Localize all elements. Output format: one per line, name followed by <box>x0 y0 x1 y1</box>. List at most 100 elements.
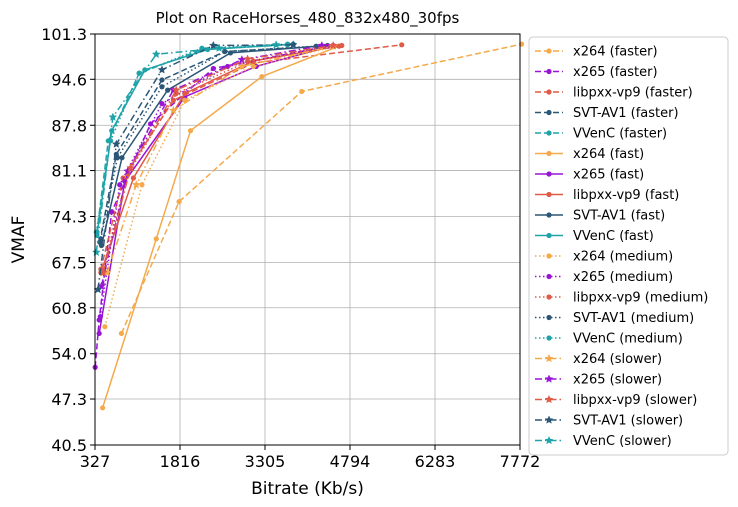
data-point <box>171 85 181 94</box>
data-point <box>299 88 305 95</box>
series-line <box>99 45 328 317</box>
legend-marker <box>546 89 552 95</box>
legend-item: SVT-AV1 (faster) <box>535 106 679 121</box>
legend-label: VVenC (fast) <box>573 229 654 244</box>
data-point <box>237 61 247 71</box>
data-point <box>111 139 121 148</box>
legend-label: libpxx-vp9 (slower) <box>573 393 697 408</box>
legend: x264 (faster) x265 (faster) libpxx-vp9 (fa… <box>528 36 729 456</box>
data-point <box>165 87 171 93</box>
data-point <box>250 63 256 70</box>
legend-marker <box>544 353 554 363</box>
legend-label: SVT-AV1 (slower) <box>573 414 683 429</box>
data-point <box>96 330 102 337</box>
data-point <box>271 40 281 49</box>
legend-label: x264 (slower) <box>573 352 662 367</box>
series-line <box>101 45 340 273</box>
chart-title: Plot on RaceHorses_480_832x480_30fps <box>156 9 460 28</box>
data-point <box>399 42 405 48</box>
axis-ticks: 327 1816 3305 4794 6283 7772 40.5 47.3 54.0 60.8 6… <box>41 25 540 471</box>
legend-marker <box>546 273 552 280</box>
data-point <box>328 40 338 50</box>
series-x265-faster <box>92 43 331 370</box>
series-line <box>120 43 522 334</box>
legend-item: SVT-AV1 (fast) <box>535 209 665 224</box>
series-x264-fast <box>99 43 342 411</box>
legend-item: x264 (slower) <box>535 352 662 367</box>
y-tick-label: 101.3 <box>41 25 87 44</box>
data-point <box>98 236 104 242</box>
series-line <box>96 44 288 233</box>
data-point <box>91 247 101 257</box>
legend-marker <box>546 48 552 54</box>
x-tick-label: 3305 <box>245 452 286 471</box>
series-vvenc-fast <box>94 41 296 239</box>
legend-item: SVT-AV1 (medium) <box>535 311 694 326</box>
data-point <box>210 65 216 72</box>
legend-label: libpxx-vp9 (faster) <box>573 86 693 101</box>
x-tick-label: 4794 <box>330 452 371 471</box>
plot-area <box>94 33 521 446</box>
data-point <box>214 43 224 52</box>
data-point <box>147 121 154 127</box>
x-tick-label: 327 <box>80 452 111 471</box>
data-point <box>126 163 135 172</box>
legend-label: x264 (fast) <box>573 147 644 162</box>
legend-box <box>528 36 729 456</box>
legend-item: VVenC (slower) <box>535 434 672 449</box>
legend-marker <box>546 150 552 157</box>
data-point <box>288 40 298 49</box>
legend-label: VVenC (faster) <box>573 127 667 142</box>
legend-label: x265 (medium) <box>573 270 673 285</box>
y-tick-label: 40.5 <box>51 436 87 455</box>
x-tick-label: 6283 <box>415 452 456 471</box>
legend-item: x265 (slower) <box>535 373 662 388</box>
legend-item: x264 (fast) <box>535 147 644 162</box>
data-point <box>222 48 228 55</box>
legend-marker <box>546 171 552 177</box>
series-line <box>96 43 294 236</box>
legend-label: x264 (faster) <box>573 45 658 60</box>
data-point <box>136 70 142 76</box>
data-point <box>159 77 165 83</box>
legend-item: x265 (fast) <box>535 168 644 183</box>
data-point <box>259 73 265 80</box>
data-point <box>102 324 108 330</box>
data-point <box>130 175 137 181</box>
series-line <box>100 44 402 270</box>
data-point <box>153 236 159 242</box>
y-tick-label: 67.5 <box>51 253 87 272</box>
data-point <box>336 43 342 49</box>
legend-marker <box>546 109 552 116</box>
legend-label: libpxx-vp9 (fast) <box>573 188 679 203</box>
legend-item: libpxx-vp9 (slower) <box>535 393 697 408</box>
data-point <box>114 155 121 161</box>
legend-item: SVT-AV1 (slower) <box>535 414 683 429</box>
legend-marker <box>546 253 552 259</box>
legend-marker <box>544 394 554 404</box>
legend-label: VVenC (medium) <box>573 332 683 347</box>
legend-item: libpxx-vp9 (medium) <box>535 291 708 306</box>
data-point <box>131 180 141 189</box>
x-tick-label: 1816 <box>160 452 201 471</box>
legend-label: SVT-AV1 (faster) <box>573 106 679 121</box>
y-tick-label: 74.3 <box>51 208 87 227</box>
legend-marker <box>546 335 552 341</box>
data-point <box>168 105 178 115</box>
legend-label: libpxx-vp9 (medium) <box>573 291 708 306</box>
series-line <box>95 44 277 253</box>
legend-item: x264 (faster) <box>535 45 658 60</box>
legend-marker <box>546 191 552 198</box>
legend-marker <box>546 314 552 321</box>
data-point <box>250 58 256 64</box>
legend-item: x265 (medium) <box>535 270 673 285</box>
series-line <box>102 44 334 273</box>
series-line <box>100 44 322 287</box>
legend-item: x264 (medium) <box>535 250 673 265</box>
legend-marker <box>546 294 552 300</box>
series-libpxx-vp9-faster <box>98 42 405 272</box>
data-point <box>243 54 253 63</box>
y-tick-label: 81.1 <box>51 162 87 181</box>
legend-marker <box>544 435 554 445</box>
series-line <box>104 46 334 327</box>
